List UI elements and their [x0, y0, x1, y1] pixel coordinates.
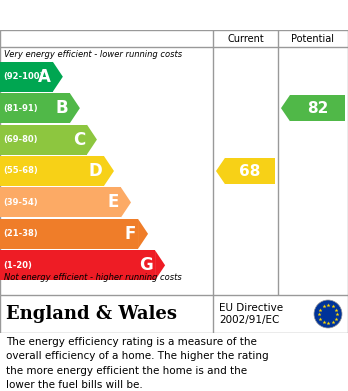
- Text: F: F: [125, 225, 136, 243]
- Bar: [225, 158, 275, 184]
- Polygon shape: [121, 187, 131, 217]
- Polygon shape: [104, 156, 114, 186]
- Text: (1-20): (1-20): [3, 261, 32, 270]
- Bar: [0, 93, 70, 123]
- Bar: [290, 95, 345, 121]
- Polygon shape: [216, 158, 225, 184]
- Text: D: D: [88, 162, 102, 180]
- Bar: [0, 250, 155, 280]
- Text: The energy efficiency rating is a measure of the
overall efficiency of a home. T: The energy efficiency rating is a measur…: [6, 337, 269, 390]
- Text: A: A: [38, 68, 51, 86]
- Polygon shape: [87, 125, 97, 154]
- Bar: [0, 62, 53, 91]
- Bar: [0, 156, 104, 186]
- Text: (69-80): (69-80): [3, 135, 38, 144]
- Text: G: G: [139, 256, 153, 274]
- Text: Current: Current: [227, 34, 264, 43]
- Text: (39-54): (39-54): [3, 198, 38, 207]
- Bar: [0, 187, 121, 217]
- Text: Very energy efficient - lower running costs: Very energy efficient - lower running co…: [4, 50, 182, 59]
- Polygon shape: [138, 219, 148, 249]
- Text: Not energy efficient - higher running costs: Not energy efficient - higher running co…: [4, 273, 182, 282]
- Text: Potential: Potential: [292, 34, 334, 43]
- Text: EU Directive
2002/91/EC: EU Directive 2002/91/EC: [219, 303, 283, 325]
- Polygon shape: [70, 93, 80, 123]
- Polygon shape: [155, 250, 165, 280]
- Text: England & Wales: England & Wales: [6, 305, 177, 323]
- Text: (21-38): (21-38): [3, 230, 38, 239]
- Text: (81-91): (81-91): [3, 104, 38, 113]
- Bar: [0, 125, 87, 154]
- Text: 82: 82: [307, 100, 328, 116]
- Bar: [0, 219, 138, 249]
- Text: (55-68): (55-68): [3, 167, 38, 176]
- Text: B: B: [55, 99, 68, 117]
- Text: (92-100): (92-100): [3, 72, 44, 81]
- Text: E: E: [108, 194, 119, 212]
- Polygon shape: [53, 62, 63, 91]
- Circle shape: [314, 300, 342, 328]
- Polygon shape: [281, 95, 290, 121]
- Text: 68: 68: [239, 163, 261, 179]
- Text: C: C: [73, 131, 85, 149]
- Text: Energy Efficiency Rating: Energy Efficiency Rating: [60, 6, 288, 24]
